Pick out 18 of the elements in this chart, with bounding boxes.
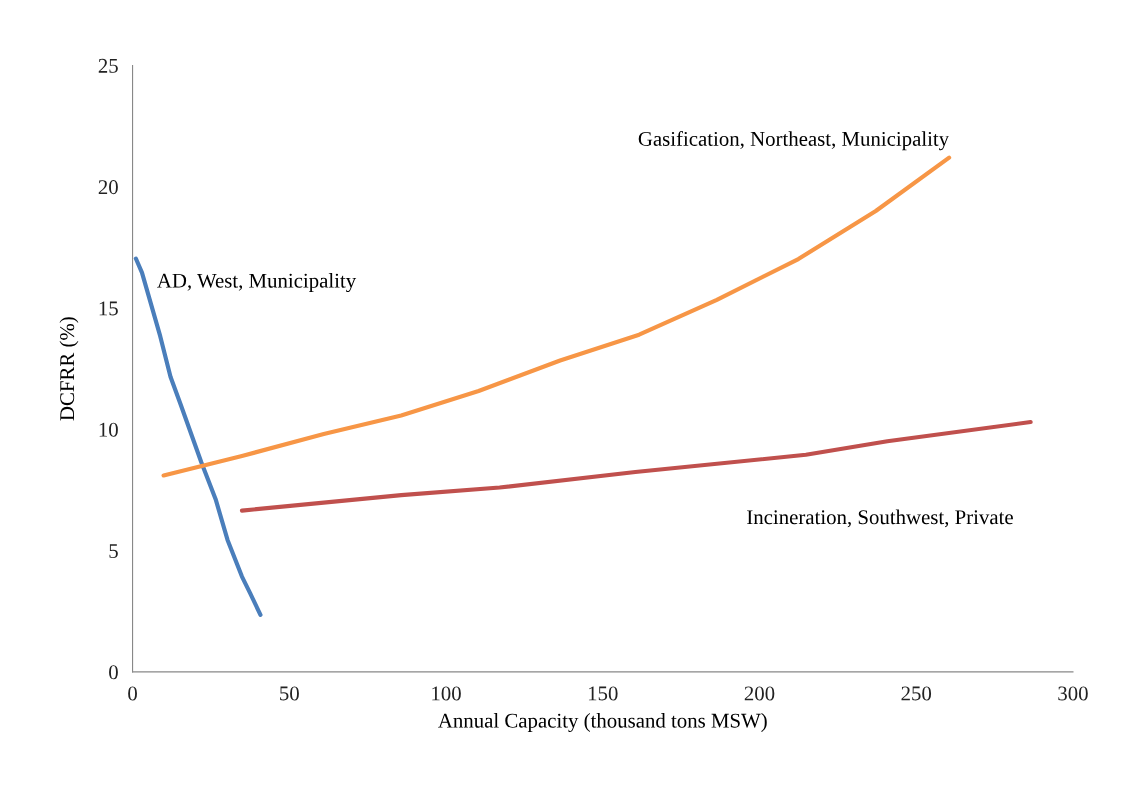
series-label: Gasification, Northeast, Municipality: [638, 131, 950, 151]
x-tick-label: 300: [1058, 686, 1088, 701]
y-tick-label: 10: [99, 422, 118, 437]
x-tick-label: 100: [432, 686, 461, 701]
y-axis-title: DCFRR (%): [59, 317, 79, 421]
y-tick-label: 25: [98, 58, 118, 73]
series-label: AD, West, Municipality: [157, 273, 357, 293]
x-tick-label: 50: [280, 686, 299, 701]
x-tick-label: 250: [901, 686, 932, 701]
y-tick-label: 20: [98, 180, 118, 195]
text: Incineration, Southwest, Private: [747, 509, 1013, 528]
x-axis-title: Annual Capacity (thousand tons MSW): [438, 713, 767, 732]
x-tick-label: 200: [744, 686, 775, 701]
x-tick-label: 150: [588, 686, 618, 701]
y-tick-label: 15: [99, 301, 118, 316]
x-tick-label: 0: [128, 686, 137, 701]
y-tick-label: 0: [109, 665, 118, 680]
y-tick-label: 5: [109, 544, 118, 559]
